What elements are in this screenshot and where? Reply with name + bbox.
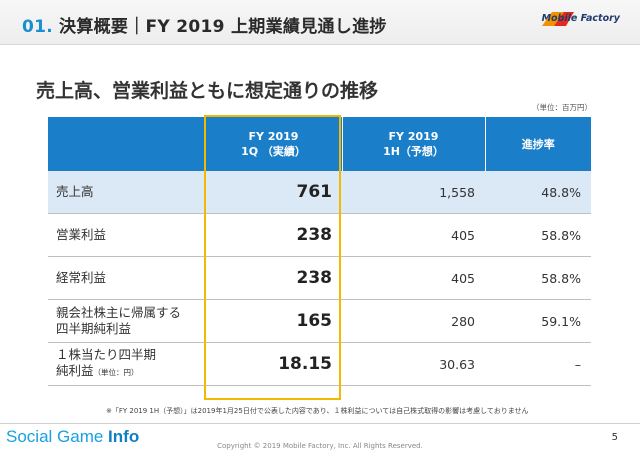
unit-note: （単位：百万円）	[532, 103, 592, 112]
row-label: 親会社株主に帰属する 四半期純利益	[48, 299, 205, 343]
page-number: 5	[611, 432, 618, 443]
results-table: FY 2019 1Q （実績） FY 2019 1H（予想） 進捗率 売上高 761…	[48, 117, 591, 386]
footer-divider	[0, 423, 640, 424]
table-row-operating-profit: 営業利益 238 405 58.8%	[48, 213, 591, 257]
header-bar: 01. 決算概要｜FY 2019 上期業績見通し進捗 Mobile Factory	[0, 0, 640, 45]
table-row-ordinary-profit: 経常利益 238 405 58.8%	[48, 256, 591, 300]
section-number: 01.	[22, 17, 54, 37]
mobile-factory-logo	[542, 12, 574, 26]
social-game-info-logo: Social Game Info	[6, 427, 140, 446]
table-row-net-income: 親会社株主に帰属する 四半期純利益 165 280 59.1%	[48, 299, 591, 343]
h1-forecast: 280	[342, 299, 485, 343]
table-header-row: FY 2019 1Q （実績） FY 2019 1H（予想） 進捗率	[48, 117, 591, 171]
row-label: 営業利益	[48, 213, 205, 257]
header-h1: FY 2019 1H（予想）	[342, 117, 486, 171]
q1-actual: 165	[205, 299, 342, 343]
table-row-sales: 売上高 761 1,558 48.8%	[48, 171, 591, 214]
header-blank	[48, 117, 206, 171]
unit-yen-note: （単位：円）	[93, 368, 139, 377]
logo-text: Mobile Factory	[541, 13, 620, 24]
footnote: ※「FY 2019 1H（予想）」は2019年1月25日付で公表した内容であり、…	[106, 407, 529, 415]
header-progress: 進捗率	[485, 117, 591, 171]
h1-forecast: 1,558	[342, 171, 485, 214]
h1-forecast: 405	[342, 213, 485, 257]
table-row-eps: １株当たり四半期 純利益（単位：円） 18.15 30.63 –	[48, 342, 591, 386]
q1-actual: 761	[205, 171, 342, 214]
q1-actual: 18.15	[205, 342, 342, 386]
progress-rate: 58.8%	[485, 213, 591, 257]
slide-title: 01. 決算概要｜FY 2019 上期業績見通し進捗	[22, 12, 387, 37]
row-label: １株当たり四半期 純利益（単位：円）	[48, 342, 205, 386]
slide-subtitle: 売上高、営業利益ともに想定通りの推移	[36, 80, 379, 102]
q1-actual: 238	[205, 256, 342, 300]
title-text: 決算概要｜FY 2019 上期業績見通し進捗	[59, 17, 387, 37]
row-label: 売上高	[48, 171, 205, 214]
q1-actual: 238	[205, 213, 342, 257]
copyright: Copyright © 2019 Mobile Factory, Inc. Al…	[217, 442, 423, 450]
progress-rate: 48.8%	[485, 171, 591, 214]
row-label: 経常利益	[48, 256, 205, 300]
h1-forecast: 30.63	[342, 342, 485, 386]
progress-rate: 58.8%	[485, 256, 591, 300]
header-q1: FY 2019 1Q （実績）	[205, 117, 343, 171]
progress-rate: –	[485, 342, 591, 386]
progress-rate: 59.1%	[485, 299, 591, 343]
h1-forecast: 405	[342, 256, 485, 300]
